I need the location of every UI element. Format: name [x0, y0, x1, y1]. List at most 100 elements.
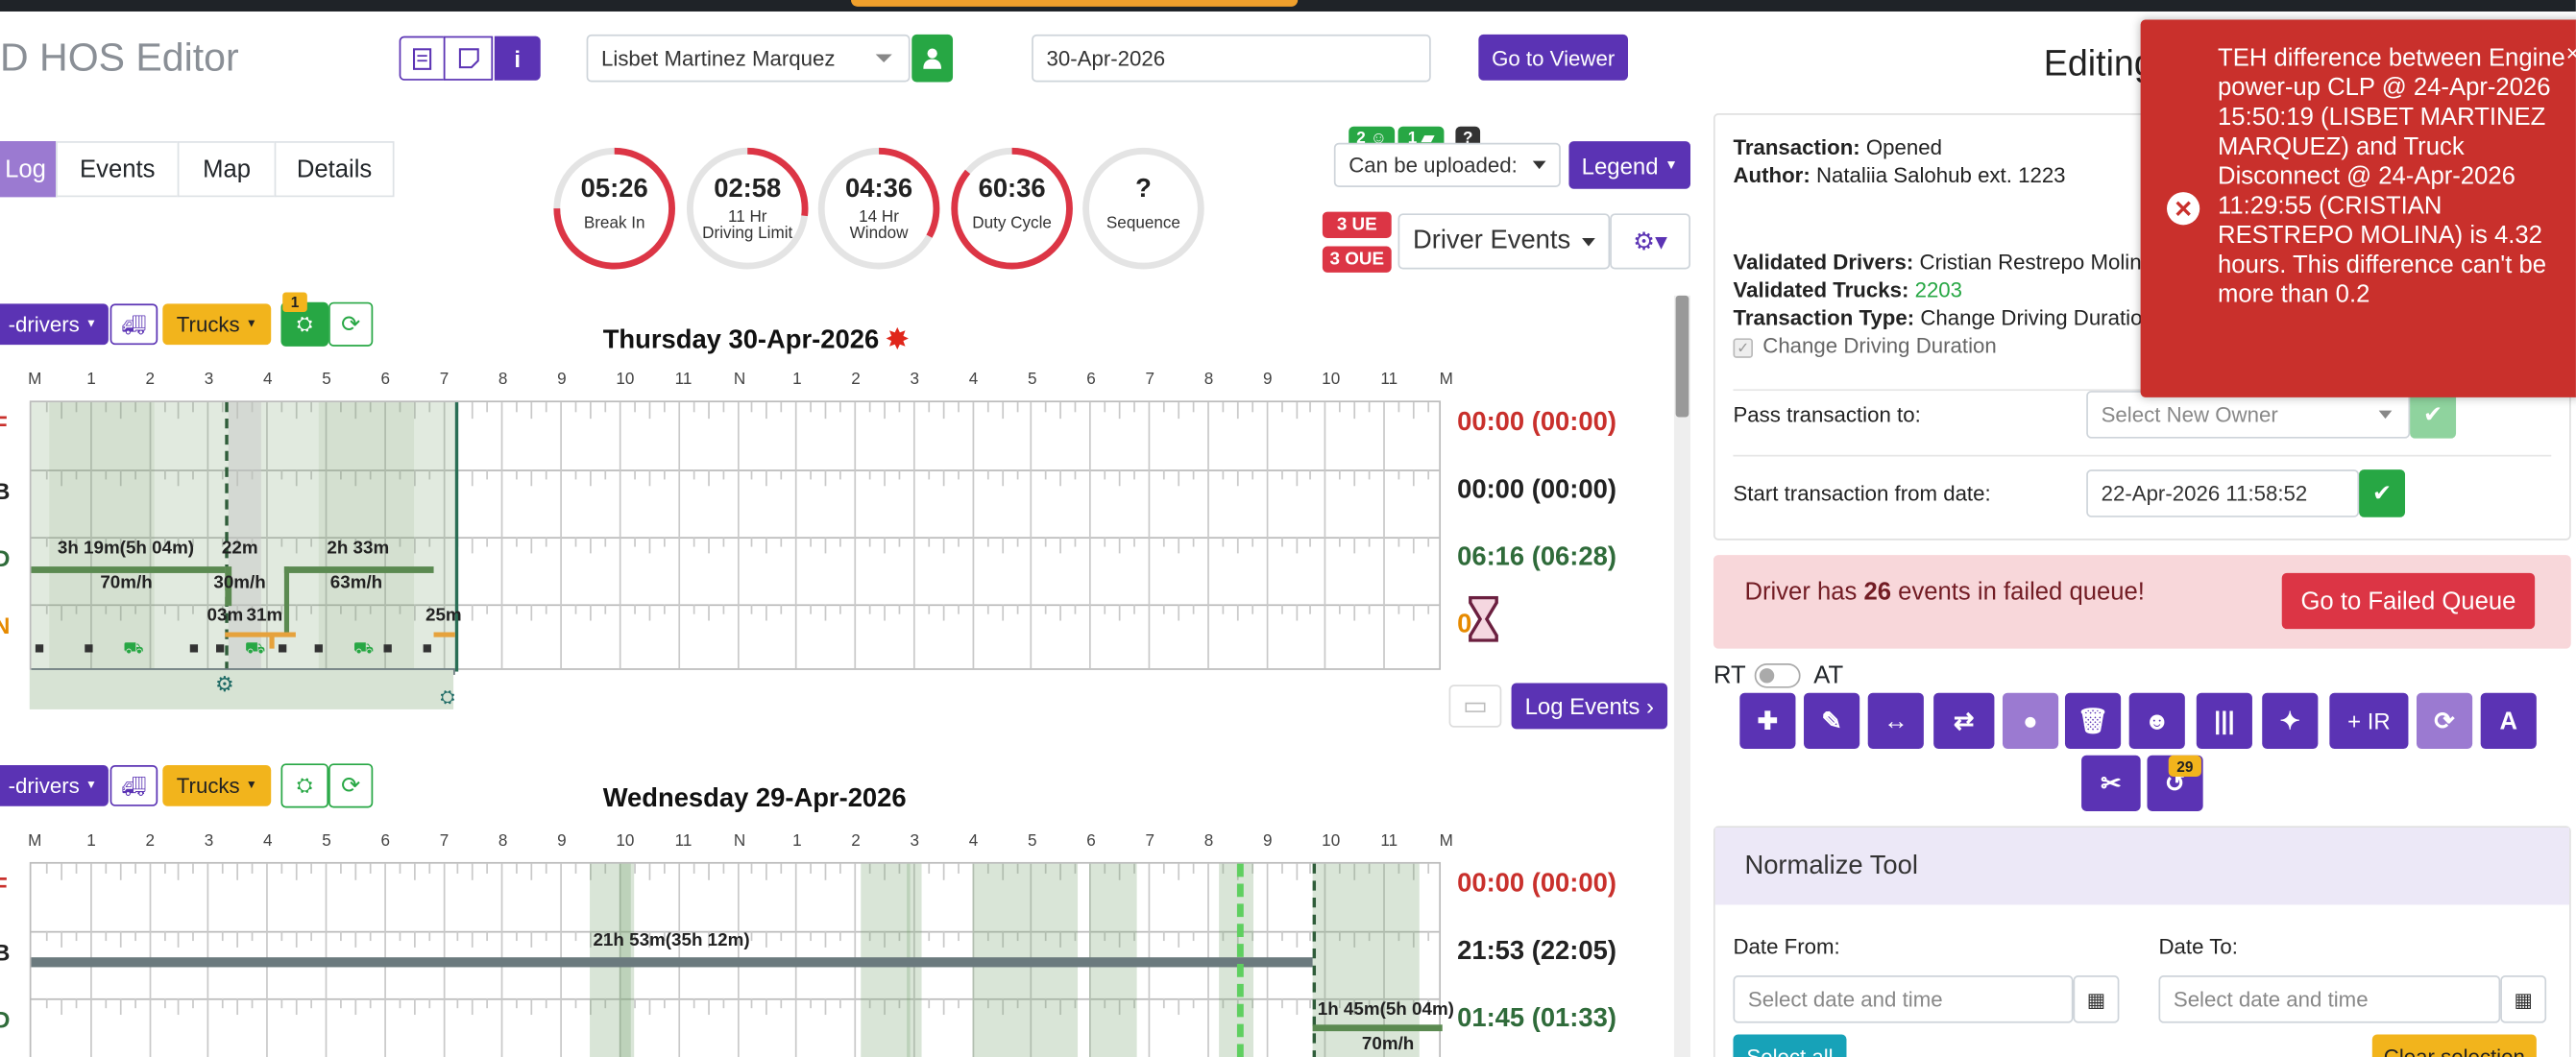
drivers-dropdown-day2[interactable]: -drivers ▼	[0, 765, 109, 806]
grid-tick	[1309, 604, 1312, 614]
scrollbar-track[interactable]	[1673, 295, 1691, 1057]
grid-tick	[413, 930, 416, 948]
validated-drivers-label: Validated Drivers:	[1733, 249, 1914, 275]
driver-select[interactable]: Lisbet Martinez Marquez	[586, 34, 911, 83]
grid-hour-line	[1383, 863, 1386, 1057]
grid-tick	[339, 604, 342, 614]
close-icon[interactable]: ×	[2566, 39, 2576, 65]
change-driving-checkbox[interactable]: ✓	[1733, 338, 1753, 358]
top-bar	[0, 0, 2576, 12]
log-grid-day1[interactable]: 3h 19m(5h 04m) 70m/h 22m 30m/h 2h 33m 63m/h 03…	[29, 400, 1442, 675]
grid-tick	[590, 997, 592, 1016]
assign-driver-button[interactable]: ●	[2002, 692, 2059, 749]
comment-button[interactable]: ▭	[1448, 685, 1502, 728]
upload-status-select[interactable]: Can be uploaded:	[1333, 142, 1561, 187]
tab-events[interactable]: Events	[56, 141, 180, 198]
tab-log[interactable]: Log	[0, 141, 58, 198]
grid-tick	[310, 537, 312, 547]
grid-tick	[721, 604, 724, 614]
grid-tick	[1280, 863, 1283, 874]
date-to-input[interactable]: Select date and time	[2158, 974, 2501, 1023]
rt-at-toggle[interactable]	[1754, 663, 1801, 688]
grid-tick	[1178, 863, 1179, 880]
grid-tick	[457, 469, 460, 480]
confirm-owner-button[interactable]: ✔	[2410, 391, 2457, 439]
magic-button[interactable]: ✦	[2262, 692, 2319, 749]
legend-button[interactable]: Legend ▼	[1568, 141, 1691, 189]
trucks-dropdown-day1[interactable]: Trucks ▼	[162, 303, 272, 346]
truck-button-day1[interactable]: 🚚︎	[109, 303, 158, 346]
hour-label: 6	[380, 371, 390, 390]
grid-tick	[942, 537, 945, 554]
grid-tick	[1309, 930, 1312, 942]
document-icon-button[interactable]	[399, 36, 446, 81]
date-from-placeholder: Select date and time	[1747, 986, 1943, 1012]
grid-tick	[707, 537, 710, 554]
grid-tick	[134, 537, 136, 547]
log-grid-day2[interactable]: 21h 53m(35h 12m) 1h 45m(5h 04m) 70m/h	[29, 861, 1454, 1057]
cut-button[interactable]: ✂	[2081, 755, 2141, 811]
delete-event-button[interactable]: 🗑︎	[2064, 692, 2122, 749]
grid-tick	[486, 469, 489, 480]
grid-tick	[236, 930, 239, 948]
grid-tick	[546, 469, 547, 480]
grid-tick	[898, 469, 901, 480]
drivers-dropdown-day1[interactable]: -drivers ▼	[0, 303, 109, 346]
engine-button-day2[interactable]: ⛭	[280, 763, 329, 808]
driver-profile-button[interactable]	[911, 34, 954, 83]
refresh-button-day2[interactable]: ⟳	[328, 763, 374, 808]
add-event-button[interactable]: ✚	[1739, 692, 1796, 749]
go-to-viewer-button[interactable]: Go to Viewer	[1478, 34, 1629, 81]
grid-tick	[1015, 604, 1018, 614]
date-from-calendar-button[interactable]: ▦	[2073, 974, 2120, 1023]
log-events-button[interactable]: Log Events ›	[1511, 683, 1668, 730]
grid-tick	[339, 930, 342, 942]
tab-map[interactable]: Map	[177, 141, 277, 198]
grid-tick	[192, 604, 195, 614]
hour-label: 10	[1322, 371, 1341, 390]
grid-tick	[1133, 402, 1136, 413]
grid-tick	[1045, 402, 1048, 413]
hour-label: 7	[439, 371, 450, 390]
grid-hour-line	[854, 402, 857, 669]
select-all-button[interactable]: Select all	[1733, 1034, 1847, 1057]
swap-event-button[interactable]: ⇄	[1933, 692, 1995, 749]
select-new-owner[interactable]: Select New Owner	[2086, 391, 2411, 439]
reload-button[interactable]: ⟳	[2416, 692, 2473, 749]
trucks-dropdown-day2[interactable]: Trucks ▼	[162, 765, 272, 806]
columns-button[interactable]: |||	[2196, 692, 2252, 749]
grid-tick	[486, 997, 489, 1009]
shift-event-button[interactable]: ↔	[1867, 692, 1924, 749]
team-button[interactable]: ☻	[2128, 692, 2185, 749]
hour-label: 10	[616, 832, 635, 851]
go-to-failed-queue-button[interactable]: Go to Failed Queue	[2281, 572, 2536, 630]
grid-tick	[516, 863, 519, 874]
grid-tick	[693, 402, 694, 413]
date-input[interactable]: 30-Apr-2026	[1032, 34, 1431, 83]
clear-selection-button[interactable]: Clear selection	[2371, 1034, 2537, 1057]
confirm-start-date-button[interactable]: ✔	[2359, 469, 2406, 517]
start-date-input[interactable]: 22-Apr-2026 11:58:52	[2086, 469, 2360, 517]
grid-tick	[898, 863, 901, 874]
tab-details[interactable]: Details	[274, 141, 395, 198]
grid-tick	[707, 997, 710, 1016]
grid-tick	[163, 402, 165, 413]
add-ir-button[interactable]: + IR	[2329, 692, 2409, 749]
grid-tick	[1133, 930, 1136, 942]
truck-count: 1	[1407, 130, 1418, 148]
info-button[interactable]: i	[494, 36, 541, 81]
date-to-calendar-button[interactable]: ▦	[2500, 974, 2547, 1023]
scrollbar-thumb[interactable]	[1675, 295, 1689, 418]
speed-annotation: 70m/h	[1361, 1034, 1415, 1055]
truck-button-day2[interactable]: 🚚︎	[109, 765, 158, 806]
note-icon-button[interactable]	[443, 36, 494, 81]
date-from-input[interactable]: Select date and time	[1733, 974, 2074, 1023]
edit-event-button[interactable]: ✎	[1804, 692, 1860, 749]
settings-dropdown[interactable]: ⚙▾	[1610, 213, 1691, 270]
text-format-button[interactable]: A	[2480, 692, 2537, 749]
driver-events-select[interactable]: Driver Events	[1397, 213, 1611, 270]
grid-tick	[1045, 863, 1048, 874]
grid-tick	[942, 402, 945, 420]
refresh-button-day1[interactable]: ⟳	[328, 301, 374, 347]
grid-tick	[1162, 469, 1165, 480]
